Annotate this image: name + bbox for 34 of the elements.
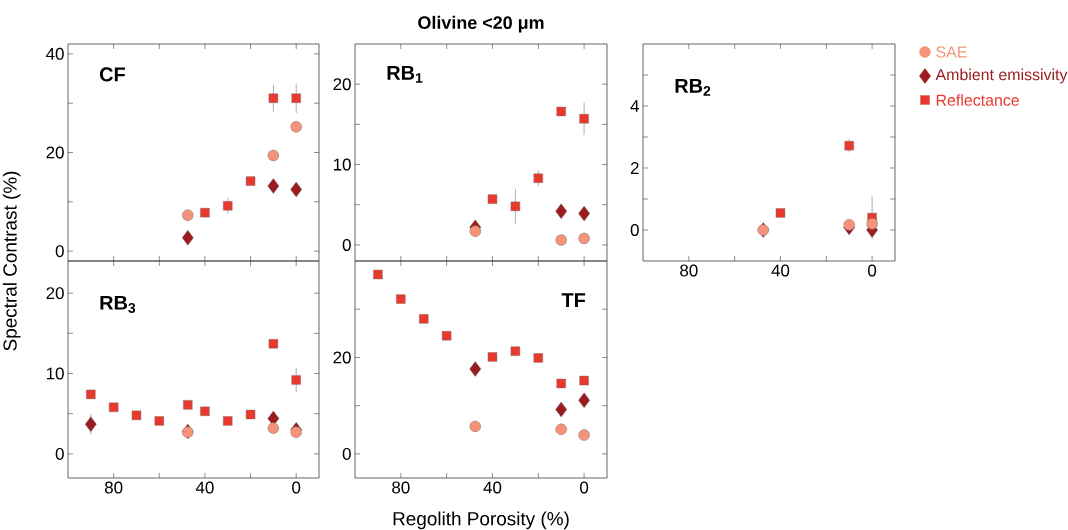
text: TF bbox=[561, 293, 586, 307]
y-tick-label: 40 bbox=[46, 47, 64, 60]
y-tick-label: 2 bbox=[630, 162, 639, 174]
y-tick-label: 20 bbox=[333, 351, 351, 364]
x-tick-label: 40 bbox=[195, 481, 214, 494]
text: RB$_{3}$ bbox=[100, 295, 136, 313]
y-tick-label: 0 bbox=[55, 245, 64, 258]
x-tick-label: 40 bbox=[771, 264, 790, 277]
y-tick-label: 10 bbox=[46, 367, 64, 380]
x-tick-label: 80 bbox=[680, 264, 698, 277]
x-tick-label: 80 bbox=[392, 481, 410, 494]
x-tick-label: 0 bbox=[292, 481, 301, 494]
y-tick-label: 0 bbox=[55, 447, 64, 460]
y-tick-label: 0 bbox=[342, 447, 351, 460]
x-tick-label: 80 bbox=[104, 481, 123, 494]
y-tick-label: 20 bbox=[46, 287, 64, 300]
x-tick-label: 40 bbox=[483, 481, 502, 494]
y-tick-label: 4 bbox=[630, 100, 639, 112]
legend-label: Reflectance bbox=[936, 94, 1019, 106]
text: CF bbox=[99, 67, 125, 82]
text: RB$_{1}$ bbox=[387, 65, 423, 83]
y-tick-label: 20 bbox=[46, 146, 64, 159]
y-tick-label: 0 bbox=[342, 238, 351, 251]
y-tick-label: 0 bbox=[630, 224, 639, 236]
x-tick-label: 0 bbox=[868, 264, 877, 277]
x-tick-label: 0 bbox=[580, 481, 589, 494]
legend-label: SAE bbox=[936, 46, 967, 58]
y-axis-title: Spectral Contrast (%) bbox=[2, 171, 21, 351]
y-tick-label: 20 bbox=[333, 78, 351, 91]
legend-label: Ambient emissivity bbox=[935, 68, 1068, 84]
x-axis-title: Regolith Porosity (%) bbox=[393, 511, 569, 530]
text: Olivine <20 μm bbox=[418, 15, 544, 33]
y-tick-label: 10 bbox=[333, 158, 351, 171]
text: RB$_{2}$ bbox=[675, 79, 711, 96]
